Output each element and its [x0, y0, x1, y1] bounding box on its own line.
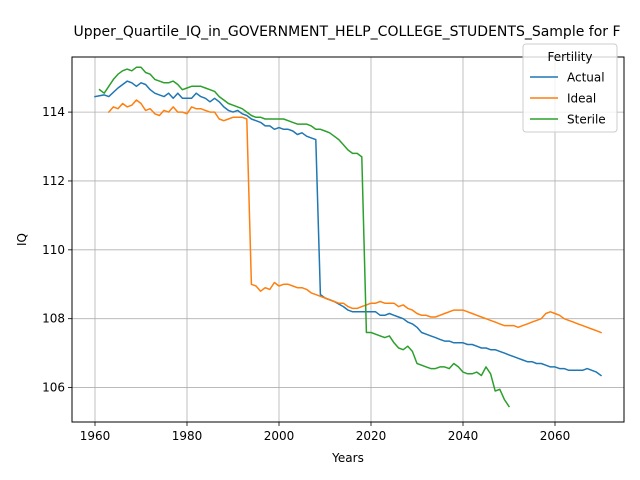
legend: Fertility Actual Ideal Sterile [522, 43, 618, 133]
legend-label-actual: Actual [567, 71, 605, 85]
x-tick-label: 2000 [264, 429, 295, 443]
x-tick-label: 2040 [448, 429, 479, 443]
legend-label-sterile: Sterile [567, 113, 606, 127]
x-tick-label: 1960 [80, 429, 111, 443]
series-line-actual [94, 80, 603, 377]
legend-title: Fertility [547, 50, 592, 64]
axis-ticks: 1960 1980 2000 2020 2040 2060 106 108 110 112 114 [42, 105, 570, 443]
legend-box [522, 43, 618, 133]
series-line-ideal [107, 99, 602, 334]
chart-title: Upper_Quartile_IQ_in_GOVERNMENT_HELP_COL… [73, 24, 620, 40]
y-axis-label: IQ [15, 233, 29, 246]
x-tick-label: 2020 [356, 429, 387, 443]
y-tick-label: 110 [42, 243, 65, 257]
y-tick-label: 112 [42, 174, 65, 188]
legend-label-ideal: Ideal [567, 92, 596, 106]
series-lines [94, 66, 603, 408]
series-line-sterile [98, 66, 511, 408]
y-tick-label: 106 [42, 381, 65, 395]
x-axis-label: Years [331, 451, 364, 465]
plot-frame [71, 56, 625, 423]
y-tick-label: 108 [42, 312, 65, 326]
x-tick-label: 1980 [172, 429, 203, 443]
y-tick-label: 114 [42, 105, 65, 119]
x-tick-label: 2060 [540, 429, 571, 443]
